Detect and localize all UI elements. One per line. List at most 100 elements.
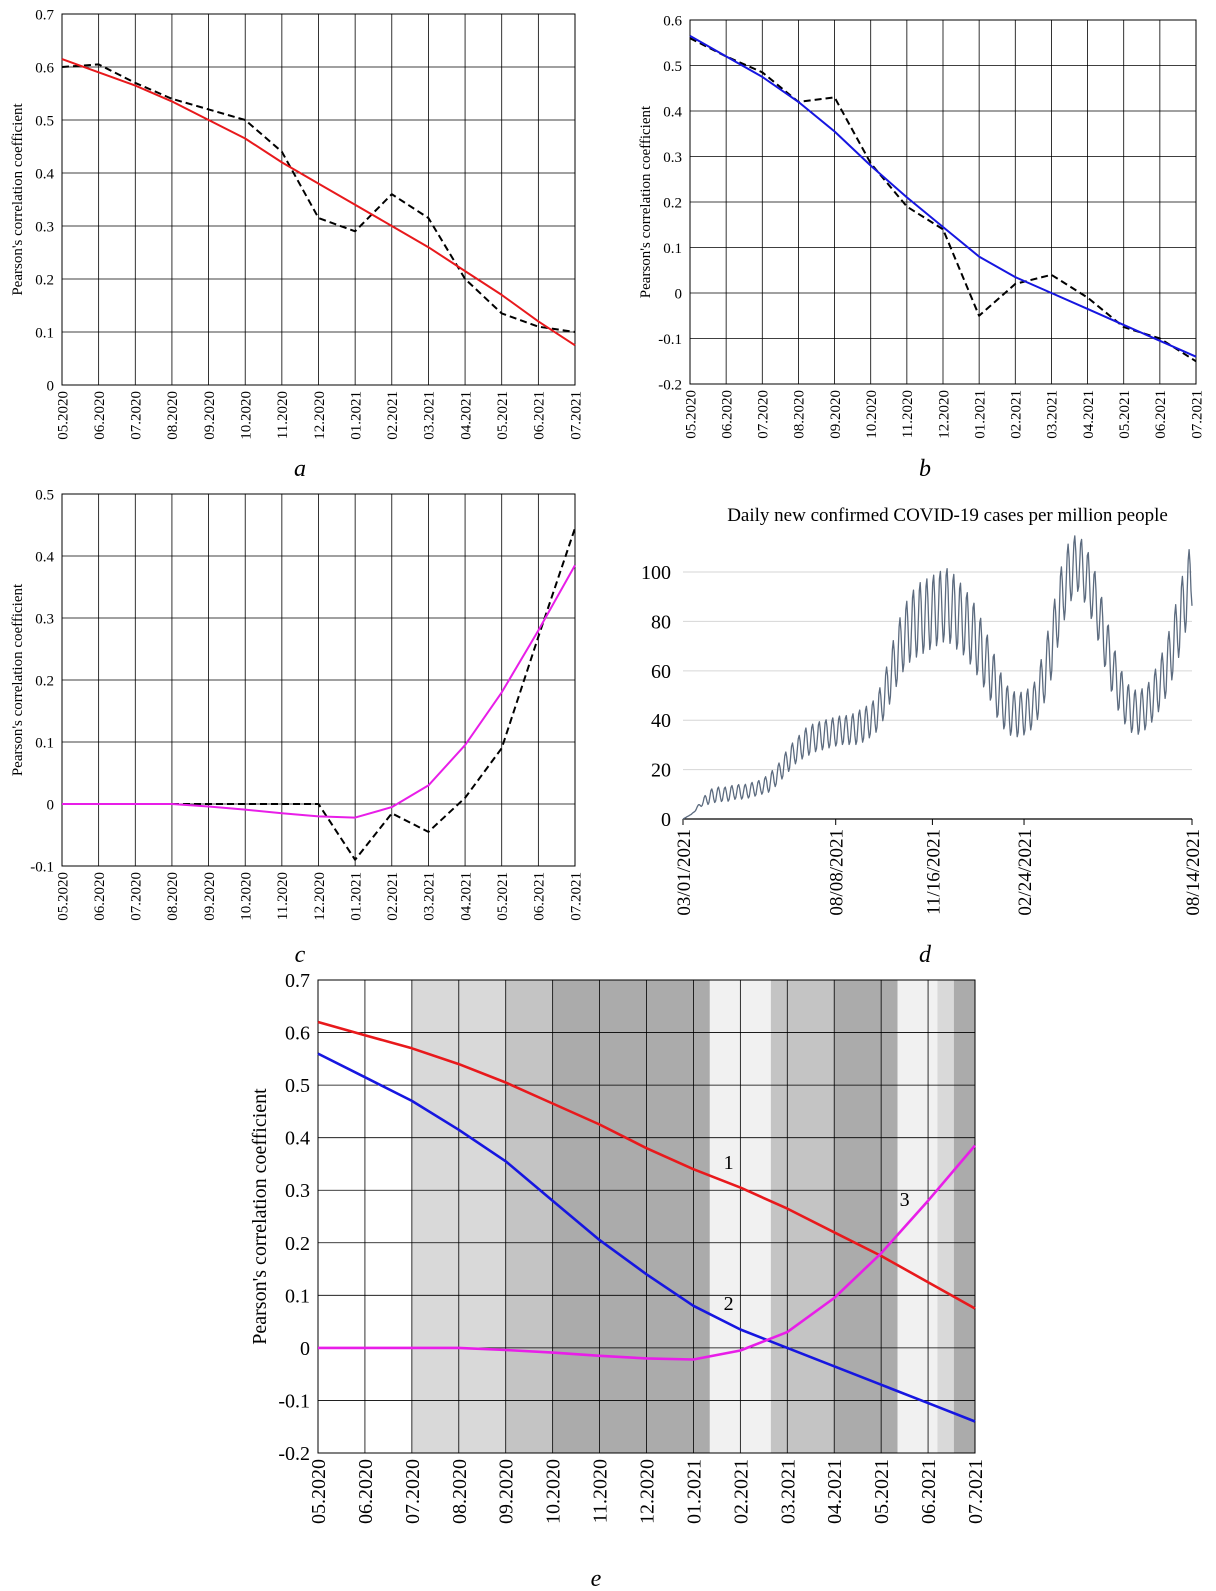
y-axis-label: Pearson's correlation coefficient [638,105,654,298]
x-tick-label: 06.2020 [355,1459,377,1524]
series-annotation: 1 [724,1152,734,1174]
x-tick-label: 07.2021 [568,391,584,440]
series-annotation: 2 [724,1293,734,1315]
y-tick-label: 0.3 [35,611,54,627]
x-tick-label: 09.2020 [202,872,218,921]
x-tick-label: 12.2020 [312,872,328,921]
y-tick-label: 40 [651,710,671,732]
series-line-daily-cases [682,535,1193,820]
series-annotation: 3 [900,1189,910,1211]
x-tick-label: 05.2020 [55,872,71,921]
x-tick-label: 06.2020 [92,872,108,921]
x-tick-label: 06.2021 [532,872,548,921]
y-tick-label: 0.2 [35,272,54,288]
x-tick-label: 03.2021 [422,872,438,921]
plot-frame [61,493,576,867]
x-tick-label: 04.2021 [1081,390,1097,439]
series-line-dashed [61,63,576,333]
x-tick-label: 01.2021 [972,390,988,439]
shading-band [897,980,938,1453]
x-tick-label: 05.2021 [1117,390,1133,439]
x-tick-label: 02.2021 [1009,390,1025,439]
x-tick-label: 03.2021 [422,391,438,440]
x-tick-label: 11.2020 [590,1459,612,1523]
y-tick-label: 0.4 [35,549,54,565]
x-tick-label: 02.2021 [730,1459,752,1524]
x-tick-label: 05.2020 [683,390,699,439]
x-tick-label: 07.2020 [129,872,145,921]
x-tick-label: 05.2021 [495,872,511,921]
x-tick-label: 09.2020 [496,1459,518,1524]
x-tick-label: 11.2020 [275,872,291,920]
series-line-2 [317,1052,976,1423]
x-tick-label: 06.2021 [918,1459,940,1524]
plot-frame [689,19,1197,385]
x-tick-label: 04.2021 [824,1459,846,1524]
y-tick-label: 0.1 [35,735,54,751]
x-tick-label: 05.2020 [55,391,71,440]
x-tick-label: 05.2020 [308,1459,330,1524]
x-tick-label: 03.2021 [1045,390,1061,439]
x-tick-label: 10.2020 [238,872,254,921]
y-tick-label: 0.2 [285,1233,310,1255]
x-tick-label: 12.2020 [637,1459,659,1524]
x-tick-label: 04.2021 [458,872,474,921]
y-tick-label: 0.5 [663,59,682,75]
x-tick-label: 03.2021 [777,1459,799,1524]
y-tick-label: 80 [651,611,671,633]
y-tick-label: 0.2 [663,195,682,211]
shading-band [937,980,954,1453]
y-tick-label: 0.7 [285,970,310,992]
y-tick-label: 0.4 [35,166,54,182]
shading-band [552,980,710,1453]
y-tick-label: 0 [661,809,671,831]
y-tick-label: 0.5 [35,487,54,503]
y-tick-label: 0.5 [35,113,54,129]
x-tick-label: 11.2020 [900,390,916,438]
shading-band [834,980,898,1453]
x-tick-label: 08/14/2021 [1183,829,1204,916]
x-tick-label: 03/01/2021 [674,829,695,916]
plot-frame [317,979,976,1454]
y-axis-label: Pearson's correlation coefficient [10,102,26,295]
x-tick-label: 04.2021 [458,391,474,440]
x-tick-label: 06.2021 [1153,390,1169,439]
chart-panel-b: -0.2 -0.1 0 0.1 0.2 0.3 0.4 0.5 0.6 05.2020 06.202… [638,13,1205,482]
y-tick-label: -0.2 [658,377,682,393]
x-tick-label: 01.2021 [348,872,364,921]
x-tick-label: 07.2020 [402,1459,424,1524]
y-tick-label: 0 [675,286,683,302]
shading-band [505,980,553,1453]
y-tick-label: 0 [47,797,55,813]
panel-label: b [919,456,931,482]
y-tick-label: 0.5 [285,1075,310,1097]
chart-panel-a: 0 0.1 0.2 0.3 0.4 0.5 0.6 0.7 05.2020 06.2020 07.2… [10,7,584,482]
x-tick-label: 05.2021 [495,391,511,440]
series-line-1 [317,1020,976,1310]
x-tick-label: 10.2020 [543,1459,565,1524]
y-tick-label: 0.7 [35,7,54,23]
x-tick-label: 01.2021 [348,391,364,440]
x-tick-label: 08.2020 [792,390,808,439]
panel-label: e [591,1566,602,1591]
panel-label: d [919,942,932,968]
x-tick-label: 12.2020 [936,390,952,439]
chart-panel-e: -0.2 -0.1 0 0.1 0.2 0.3 0.4 0.5 0.6 0.7 05.2020 06.… [249,970,987,1591]
chart-title: Daily new confirmed COVID-19 cases per m… [727,505,1168,526]
x-tick-label: 08.2020 [165,872,181,921]
y-tick-label: 20 [651,760,671,782]
x-tick-label: 08.2020 [165,391,181,440]
x-tick-label: 06.2020 [92,391,108,440]
chart-panel-d: Daily new confirmed COVID-19 cases per m… [641,505,1204,968]
y-tick-label: -0.1 [278,1390,310,1412]
x-tick-label: 07.2020 [756,390,772,439]
x-tick-label: 07.2020 [129,391,145,440]
y-tick-label: 60 [651,661,671,683]
y-tick-label: 0.6 [285,1023,310,1045]
y-tick-label: 0.3 [285,1180,310,1202]
y-axis-label: Pearson's correlation coefficient [249,1088,271,1345]
y-tick-label: 0 [300,1338,310,1360]
y-tick-label: 0.6 [663,13,682,29]
shading-band [953,980,975,1453]
